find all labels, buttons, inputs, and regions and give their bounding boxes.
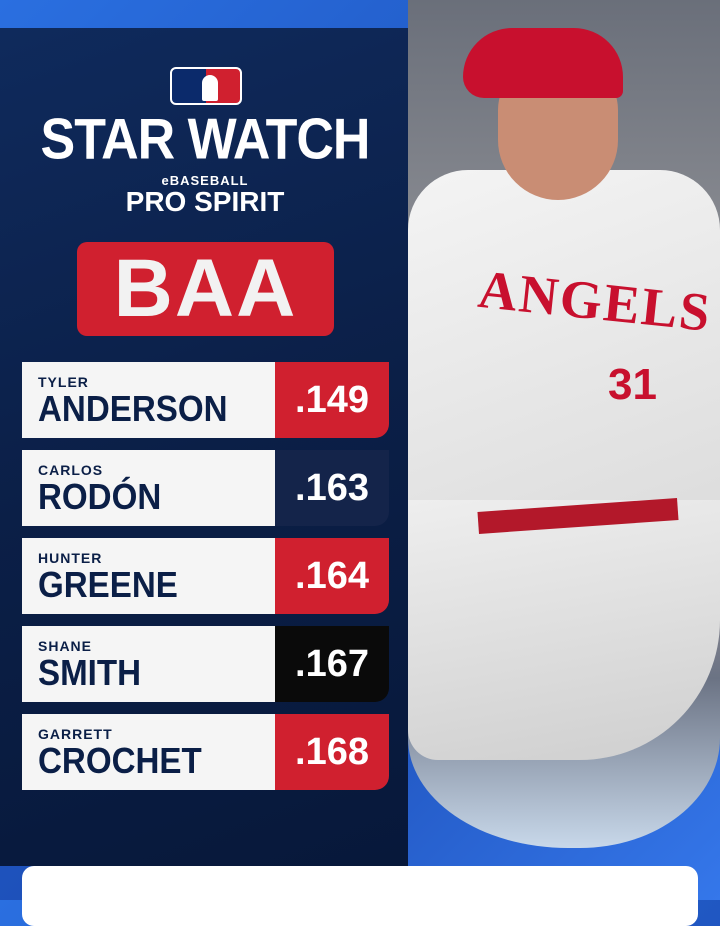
player-name: TYLER ANDERSON: [22, 362, 275, 438]
first-name: CARLOS: [38, 462, 104, 478]
bottom-card: [22, 866, 698, 926]
jersey: [408, 170, 720, 530]
last-name: CROCHET: [38, 740, 202, 781]
cap: [463, 28, 623, 98]
first-name: SHANE: [38, 638, 93, 654]
player-row: CARLOS RODÓN .163: [22, 450, 389, 526]
mlb-logo-icon: [170, 67, 242, 105]
first-name: TYLER: [38, 374, 89, 390]
jersey-number: 31: [608, 360, 657, 409]
player-row: GARRETT CROCHET .168: [22, 714, 389, 790]
pants: [408, 500, 720, 760]
baa-value: .163: [275, 450, 389, 526]
player-name: CARLOS RODÓN: [22, 450, 275, 526]
player-row: SHANE SMITH .167: [22, 626, 389, 702]
last-name: GREENE: [38, 564, 178, 605]
player-row: HUNTER GREENE .164: [22, 538, 389, 614]
stat-label: BAA: [77, 242, 334, 336]
player-name: HUNTER GREENE: [22, 538, 275, 614]
sponsor: PRO SPIRIT: [125, 186, 285, 217]
baa-value: .149: [275, 362, 389, 438]
player-photo: ANGELS 31: [408, 0, 720, 848]
last-name: ANDERSON: [38, 388, 228, 429]
first-name: HUNTER: [38, 550, 103, 566]
player-row: TYLER ANDERSON .149: [22, 362, 389, 438]
baa-value: .167: [275, 626, 389, 702]
title: STAR WATCH: [40, 108, 371, 172]
sponsor-small: eBASEBALL: [161, 173, 249, 188]
last-name: RODÓN: [38, 476, 162, 517]
baa-value: .168: [275, 714, 389, 790]
first-name: GARRETT: [38, 726, 113, 742]
player-name: GARRETT CROCHET: [22, 714, 275, 790]
last-name: SMITH: [38, 652, 142, 693]
player-name: SHANE SMITH: [22, 626, 275, 702]
baa-value: .164: [275, 538, 389, 614]
